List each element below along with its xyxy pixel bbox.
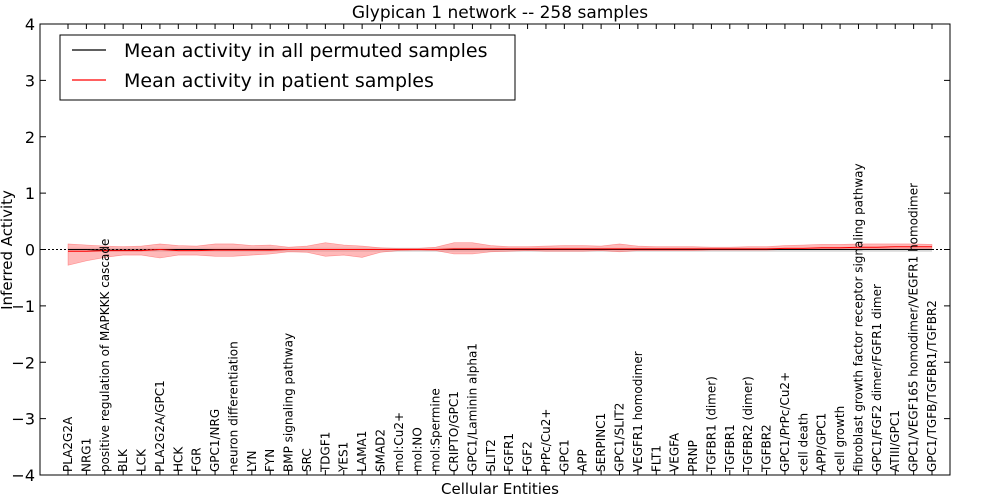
x-tick-label: GPC1 xyxy=(557,439,571,472)
x-tick-label: TDGF1 xyxy=(318,432,332,473)
x-tick-label: positive regulation of MAPKKK cascade xyxy=(98,239,112,472)
x-tick-label: cell growth xyxy=(833,406,847,472)
y-tick-label: −2 xyxy=(11,353,35,372)
chart-title: Glypican 1 network -- 258 samples xyxy=(352,3,648,23)
y-tick-label: 0 xyxy=(25,241,35,260)
x-tick-label: GPC1/SLIT2 xyxy=(613,403,627,472)
y-tick-label: −1 xyxy=(11,297,35,316)
x-axis-label: Cellular Entities xyxy=(441,480,559,498)
y-tick-label: 4 xyxy=(25,15,35,34)
y-tick-label: 3 xyxy=(25,71,35,90)
x-axis-ticks: PLA2G2A NRG1 positive regulation of MAPKKK… xyxy=(61,24,939,475)
x-tick-label: cell death xyxy=(796,413,810,472)
x-tick-label: HCK xyxy=(171,446,185,472)
x-tick-label: SRC xyxy=(300,448,314,472)
plot-frame xyxy=(39,23,951,476)
x-tick-label: BMP signaling pathway xyxy=(282,333,296,472)
x-tick-label: mol:NO xyxy=(410,427,424,472)
x-tick-label: LAMA1 xyxy=(355,431,369,472)
legend-box xyxy=(59,34,516,101)
x-tick-label: GPC1/TGFB/TGFBR1/TGFBR2 xyxy=(925,300,939,472)
x-tick-label: FGR xyxy=(190,447,204,472)
x-tick-label: mol:Spermine xyxy=(429,388,443,472)
x-tick-label: GPC1/FGF2 dimer/FGFR1 dimer xyxy=(870,284,884,472)
x-tick-label: TGFBR2 xyxy=(760,424,774,473)
x-tick-label: CRIPTO/GPC1 xyxy=(447,391,461,472)
x-tick-label: SERPINC1 xyxy=(594,413,608,472)
x-tick-label: FLT1 xyxy=(649,445,663,472)
x-tick-label: SMAD2 xyxy=(374,429,388,472)
x-tick-label: GPC1/PrPc/Cu2+ xyxy=(778,372,792,472)
x-tick-label: TGFBR1 xyxy=(723,424,737,473)
legend-label-permuted: Mean activity in all permuted samples xyxy=(124,40,487,62)
x-tick-label: PrPc/Cu2+ xyxy=(539,409,553,473)
legend: Mean activity in all permuted samples Me… xyxy=(59,34,516,101)
x-tick-label: FYN xyxy=(263,449,277,472)
x-tick-label: APP xyxy=(576,449,590,472)
x-tick-label: PRNP xyxy=(686,440,700,472)
x-tick-label: SLIT2 xyxy=(484,439,498,472)
x-tick-label: APP/GPC1 xyxy=(815,413,829,472)
x-tick-label: mol:Cu2+ xyxy=(392,412,406,472)
x-tick-label: YES1 xyxy=(337,442,351,473)
x-tick-label: GPC1/NRG xyxy=(208,409,222,472)
legend-label-patient: Mean activity in patient samples xyxy=(124,70,434,92)
y-tick-label: −4 xyxy=(11,466,35,485)
x-tick-label: PLA2G2A xyxy=(61,416,75,472)
x-tick-label: fibroblast growth factor receptor signal… xyxy=(852,163,866,472)
x-tick-label: FGF2 xyxy=(521,441,535,472)
y-tick-label: 1 xyxy=(25,184,35,203)
x-tick-label: BLK xyxy=(116,448,130,472)
y-tick-label: −3 xyxy=(11,410,35,429)
patient-mean-line xyxy=(68,246,932,252)
y-tick-label: 2 xyxy=(25,128,35,147)
x-tick-label: TGFBR1 (dimer) xyxy=(704,376,718,473)
patient-confidence-band xyxy=(67,242,933,266)
x-tick-label: neuron differentiation xyxy=(226,341,240,472)
x-tick-label: VEGFA xyxy=(668,432,682,472)
x-tick-label: LCK xyxy=(135,448,149,472)
plot-area xyxy=(40,242,950,266)
x-tick-label: FGFR1 xyxy=(502,433,516,472)
x-tick-label: LYN xyxy=(245,451,259,472)
y-axis-ticks: 4 3 2 1 0 −1 −2 −3 −4 xyxy=(11,15,950,485)
x-tick-label: ATIII/GPC1 xyxy=(888,410,902,472)
x-tick-label: GPC1/Laminin alpha1 xyxy=(465,343,479,472)
permuted-mean-line xyxy=(68,249,932,251)
x-tick-label: NRG1 xyxy=(79,438,93,472)
x-tick-label: TGFBR2 (dimer) xyxy=(741,376,755,473)
y-axis-label: Inferred Activity xyxy=(0,190,16,310)
x-tick-label: PLA2G2A/GPC1 xyxy=(153,380,167,472)
x-tick-label: GPC1/VEGF165 homodimer/VEGFR1 homodimer xyxy=(907,183,921,472)
x-tick-label: VEGFR1 homodimer xyxy=(631,351,645,472)
